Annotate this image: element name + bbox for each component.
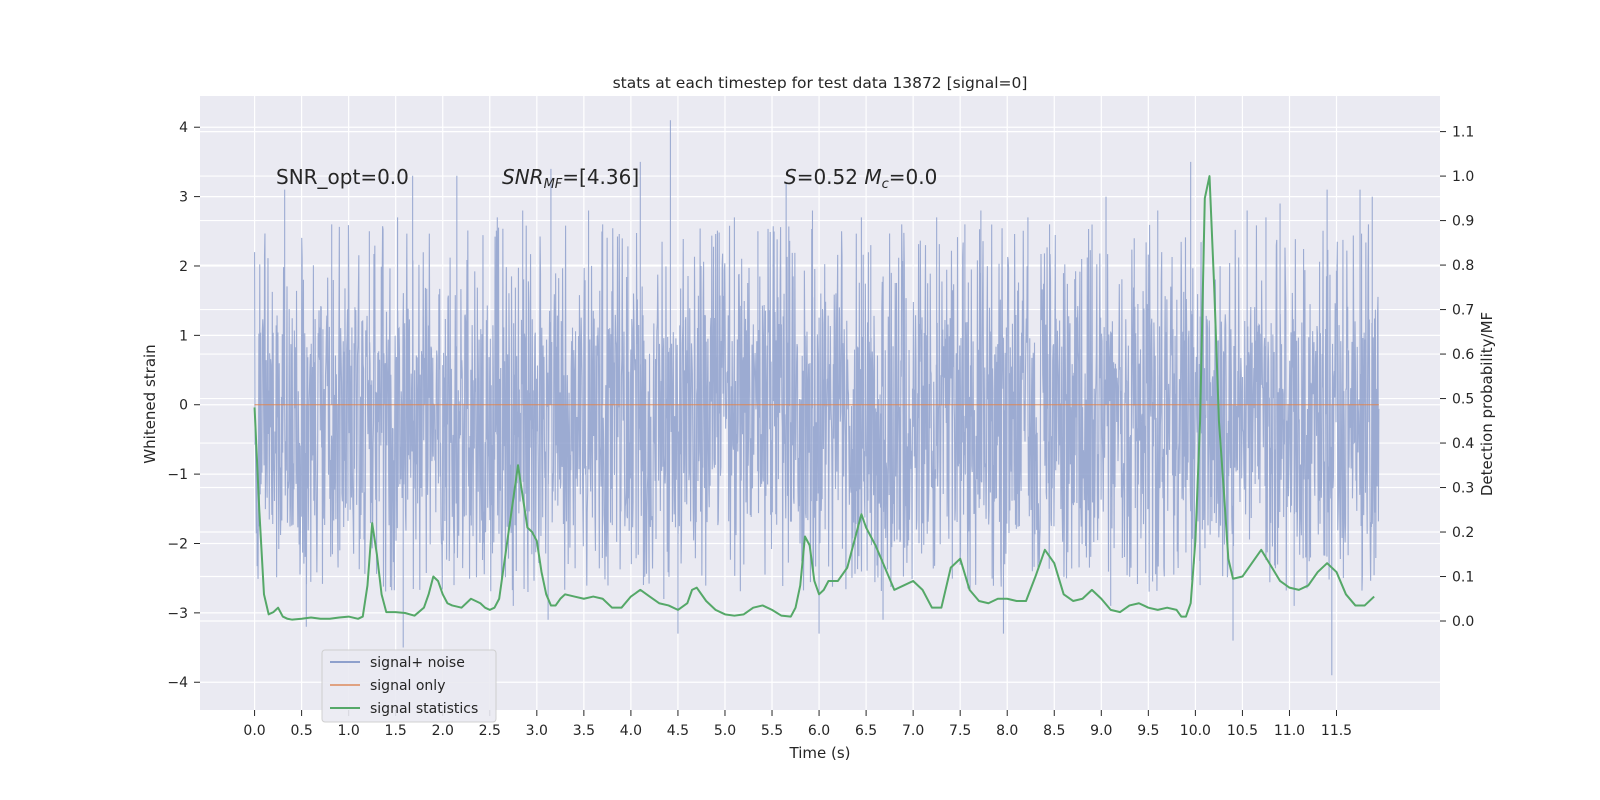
x-tick-label: 10.0 <box>1180 723 1211 739</box>
y-left-tick-label: −2 <box>167 536 188 552</box>
y-left-tick-label: −4 <box>167 675 188 691</box>
legend-box <box>321 649 497 723</box>
y-left-tick-label: −3 <box>167 606 188 622</box>
x-tick-label: 3.0 <box>526 723 548 739</box>
x-tick-label: 4.5 <box>667 723 689 739</box>
x-tick-label: 0.5 <box>290 723 312 739</box>
legend: signal+ noise signal only signal statist… <box>321 649 497 723</box>
y-right-tick-label: 0.9 <box>1452 214 1474 230</box>
x-tick-label: 8.0 <box>996 723 1018 739</box>
y-left-tick-label: 2 <box>179 259 188 275</box>
x-tick-label: 7.5 <box>949 723 971 739</box>
y-right-tick-label: 0.8 <box>1452 258 1474 274</box>
x-tick-label: 1.5 <box>385 723 407 739</box>
y-left-tick-label: 3 <box>179 190 188 206</box>
x-tick-label: 2.5 <box>479 723 501 739</box>
x-tick-label: 1.0 <box>338 723 360 739</box>
x-tick-label: 11.0 <box>1274 723 1305 739</box>
legend-label-signal-statistics: signal statistics <box>370 701 478 717</box>
x-tick-label: 6.5 <box>855 723 877 739</box>
x-tick-label: 7.0 <box>902 723 924 739</box>
snr-opt-annotation: SNR_opt=0.0 <box>276 165 409 189</box>
x-tick-label: 9.0 <box>1090 723 1112 739</box>
x-tick-label: 9.5 <box>1137 723 1159 739</box>
snr-mf-annotation: SNRMF=[4.36] <box>502 165 639 192</box>
chart-title: stats at each timestep for test data 138… <box>613 74 1028 92</box>
signal-statistics-series <box>253 175 1375 621</box>
y-right-tick-label: 0.3 <box>1452 481 1474 497</box>
y-right-tick-label: 1.0 <box>1452 169 1474 185</box>
x-tick-label: 6.0 <box>808 723 830 739</box>
x-tick-label: 5.0 <box>714 723 736 739</box>
y-left-tick-label: 0 <box>179 398 188 414</box>
y-right-tick-label: 0.7 <box>1452 303 1474 319</box>
s-mc-annotation: S=0.52 Mc=0.0 <box>784 165 937 192</box>
x-axis-label: Time (s) <box>789 744 851 762</box>
x-tick-label: 0.0 <box>243 723 265 739</box>
y-right-tick-label: 0.4 <box>1452 436 1474 452</box>
y-right-tick-label: 1.1 <box>1452 125 1474 141</box>
legend-label-signal-noise: signal+ noise <box>370 655 465 671</box>
x-tick-label: 11.5 <box>1321 723 1352 739</box>
y-left-tick-label: 1 <box>179 328 188 344</box>
y-axis-right-label: Detection probability/MF <box>1478 312 1496 496</box>
axis-ticks: 0.0 0.5 1.0 1.5 2.0 2.5 3.0 3.5 4.0 4.5 5.0 5.5 6.0 6… <box>167 120 1474 739</box>
x-tick-label: 3.5 <box>573 723 595 739</box>
x-tick-label: 2.0 <box>432 723 454 739</box>
y-axis-left-label: Whitened strain <box>141 344 159 463</box>
y-right-tick-label: 0.6 <box>1452 347 1474 363</box>
y-right-tick-label: 0.5 <box>1452 392 1474 408</box>
x-tick-label: 4.0 <box>620 723 642 739</box>
y-right-tick-label: 0.1 <box>1452 570 1474 586</box>
y-right-tick-label: 0.2 <box>1452 525 1474 541</box>
y-left-tick-label: −1 <box>167 467 188 483</box>
x-tick-label: 8.5 <box>1043 723 1065 739</box>
legend-label-signal-only: signal only <box>370 678 445 694</box>
x-tick-label: 5.5 <box>761 723 783 739</box>
y-right-tick-label: 0.0 <box>1452 614 1474 630</box>
y-left-tick-label: 4 <box>179 120 188 136</box>
signal-statistics-line <box>253 175 1375 621</box>
x-tick-label: 10.5 <box>1227 723 1258 739</box>
